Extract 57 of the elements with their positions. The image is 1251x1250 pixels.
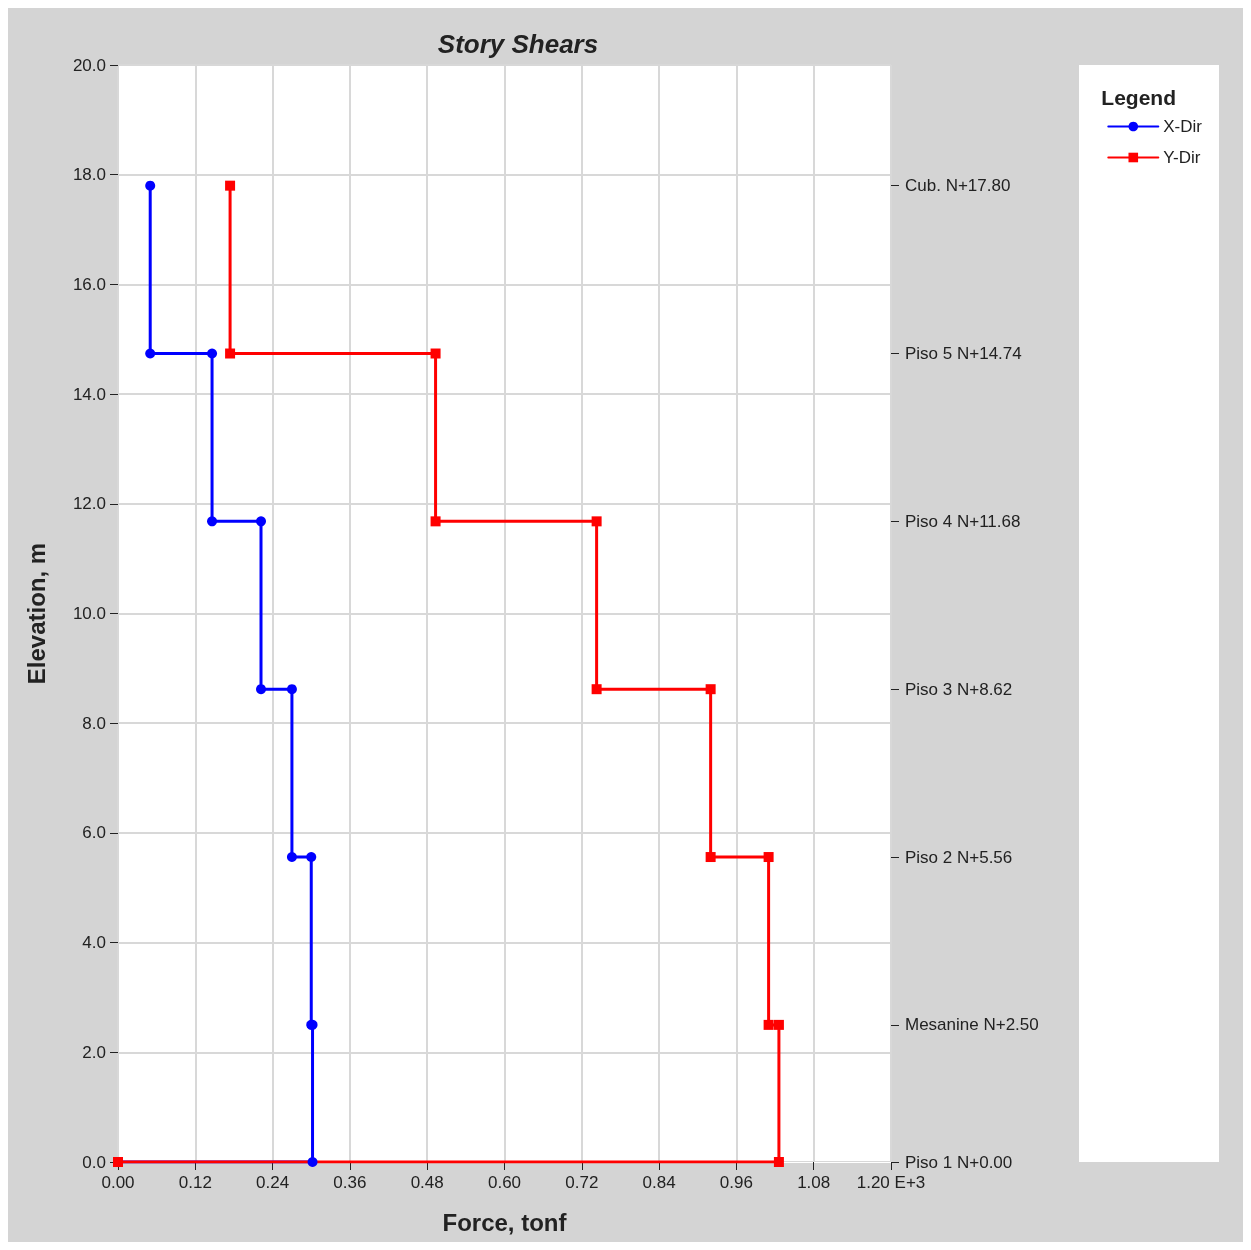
ref-line-label: Mesanine N+2.50 [905,1015,1039,1035]
x-tick-label: 0.84 [642,1173,676,1192]
y-tick-label: 12.0 [72,494,106,514]
ref-line-label: Piso 3 N+8.62 [905,679,1013,699]
x-tick-label: 1.20 E+3 [856,1173,926,1192]
point [763,852,774,863]
y-tick-label: 0.0 [82,1152,106,1172]
point [256,516,267,527]
point [763,1019,774,1030]
ref-line-label: Piso 4 N+11.68 [905,511,1021,531]
x-tick-label: 0.00 [101,1173,135,1192]
y-tick-label: 2.0 [82,1042,106,1062]
legend-label: Y-Dir [1163,148,1201,167]
x-tick-label: 0.60 [487,1173,522,1192]
chart-title: Story Shears [437,29,599,59]
x-tick-label: 0.24 [256,1173,290,1192]
point [705,852,716,863]
y-tick-label: 14.0 [72,384,106,404]
x-tick-label: 0.36 [333,1173,367,1192]
point [145,348,156,359]
point [207,516,218,527]
x-tick-label: 1.08 [797,1173,831,1192]
legend-title: Legend [1101,86,1176,109]
point [225,180,236,191]
x-tick-label: 0.96 [719,1173,753,1192]
y-tick-label: 18.0 [72,165,106,185]
ref-line-label: Piso 5 N+14.74 [905,344,1022,364]
point [430,516,441,527]
x-tick-label: 0.12 [178,1173,212,1192]
point [145,180,156,191]
ref-line-label: Piso 2 N+5.56 [905,847,1013,867]
y-tick-label: 20.0 [72,55,106,75]
legend-label: X-Dir [1163,117,1203,136]
point [430,348,441,359]
y-tick-label: 8.0 [82,713,106,733]
x-axis-title: Force, tonf [442,1208,568,1236]
point [591,516,602,527]
point [307,1157,318,1167]
x-tick-label: 0.72 [565,1173,599,1192]
y-tick-label: 6.0 [82,823,106,843]
y-tick-label: 16.0 [72,274,106,294]
ref-line-label: Piso 1 N+0.00 [905,1152,1013,1172]
point [705,684,716,695]
point [773,1019,784,1030]
y-tick-label: 10.0 [72,604,106,623]
point [256,684,267,695]
point [286,852,297,863]
point [773,1157,784,1167]
point [225,348,236,359]
y-axis-title: Elevation, m [22,542,50,685]
x-tick-label: 0.48 [410,1173,444,1192]
ref-line-label: Cub. N+17.80 [905,176,1011,196]
y-tick-label: 4.0 [82,933,106,953]
point [286,684,297,695]
point [591,684,602,695]
point [306,852,317,863]
point [207,348,218,359]
